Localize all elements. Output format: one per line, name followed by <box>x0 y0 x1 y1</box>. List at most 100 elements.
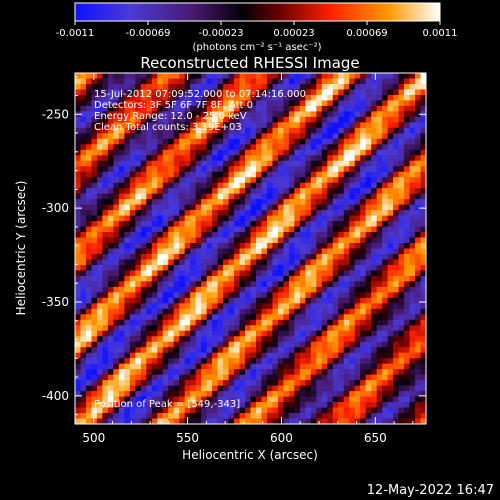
heatmap-cell <box>206 347 213 354</box>
heatmap-cell <box>327 243 334 250</box>
heatmap-cell <box>321 380 328 387</box>
heatmap-cell <box>228 204 235 211</box>
heatmap-cell <box>96 210 104 217</box>
heatmap-cell <box>250 402 257 409</box>
heatmap-cell <box>310 385 317 392</box>
heatmap-cell <box>283 243 290 250</box>
heatmap-cell <box>305 281 312 288</box>
heatmap-cell <box>173 182 180 189</box>
heatmap-cell <box>239 171 246 178</box>
heatmap-cell <box>162 73 169 80</box>
heatmap-cell <box>398 369 405 376</box>
heatmap-cell <box>124 391 131 398</box>
heatmap-cell <box>157 259 164 266</box>
heatmap-cell <box>228 308 235 315</box>
heatmap-cell <box>124 116 131 123</box>
heatmap-cell <box>255 286 263 293</box>
heatmap-cell <box>332 160 339 167</box>
heatmap-cell <box>354 319 361 326</box>
heatmap-cell <box>96 89 104 96</box>
heatmap-cell <box>85 308 93 315</box>
heatmap-cell <box>316 402 323 409</box>
heatmap-cell <box>409 105 416 112</box>
heatmap-cell <box>354 286 361 293</box>
heatmap-cell <box>184 358 191 365</box>
heatmap-cell <box>245 380 252 387</box>
heatmap-cell <box>239 297 246 304</box>
heatmap-cell <box>404 237 411 244</box>
heatmap-cell <box>398 171 405 178</box>
heatmap-cell <box>398 391 405 398</box>
heatmap-cell <box>201 407 208 414</box>
heatmap-cell <box>102 374 109 381</box>
heatmap-cell <box>261 171 268 178</box>
heatmap-cell <box>288 232 295 239</box>
heatmap-cell <box>195 73 202 80</box>
heatmap-cell <box>332 275 339 283</box>
heatmap-cell <box>234 402 241 409</box>
heatmap-cell <box>190 347 197 354</box>
heatmap-cell <box>354 248 361 255</box>
heatmap-cell <box>135 138 142 145</box>
heatmap-cell <box>404 275 411 283</box>
heatmap-cell <box>415 380 422 387</box>
heatmap-cell <box>118 363 125 370</box>
heatmap-cell <box>80 253 87 261</box>
heatmap-cell <box>146 105 153 112</box>
heatmap-cell <box>387 402 394 409</box>
heatmap-cell <box>376 94 383 102</box>
heatmap-cell <box>404 144 411 151</box>
heatmap-cell <box>387 166 394 173</box>
heatmap-cell <box>223 94 230 102</box>
heatmap-cell <box>250 418 257 424</box>
heatmap-cell <box>162 160 169 167</box>
heatmap-cell <box>118 264 125 272</box>
heatmap-cell <box>168 270 175 277</box>
heatmap-cell <box>299 155 306 162</box>
heatmap-cell <box>206 138 213 145</box>
heatmap-cell <box>343 73 350 80</box>
heatmap-cell <box>212 341 219 348</box>
heatmap-cell <box>305 94 312 102</box>
heatmap-cell <box>85 144 93 151</box>
heatmap-cell <box>343 259 350 266</box>
heatmap-cell <box>371 363 378 370</box>
heatmap-cell <box>250 253 257 261</box>
heatmap-cell <box>277 391 285 398</box>
heatmap-cell <box>294 314 301 321</box>
heatmap-cell <box>75 149 82 156</box>
heatmap-cell <box>277 100 285 107</box>
heatmap-cell <box>140 127 147 134</box>
heatmap-cell <box>316 215 323 222</box>
heatmap-cell <box>151 352 158 359</box>
heatmap-cell <box>299 149 306 156</box>
heatmap-cell <box>277 308 285 315</box>
heatmap-cell <box>245 133 252 140</box>
heatmap-cell <box>223 89 230 96</box>
heatmap-cell <box>321 264 328 272</box>
heatmap-cell <box>387 363 394 370</box>
heatmap-cell <box>75 259 82 266</box>
heatmap-cell <box>288 286 295 293</box>
heatmap-cell <box>343 314 350 321</box>
heatmap-cell <box>316 336 323 343</box>
heatmap-cell <box>277 193 285 200</box>
heatmap-cell <box>294 369 301 376</box>
heatmap-cell <box>299 396 306 403</box>
heatmap-cell <box>365 418 372 424</box>
heatmap-cell <box>239 215 246 222</box>
heatmap-cell <box>305 105 312 112</box>
heatmap-cell <box>135 73 142 80</box>
heatmap-cell <box>371 385 378 392</box>
heatmap-cell <box>398 413 405 420</box>
heatmap-cell <box>206 380 213 387</box>
heatmap-cell <box>266 352 274 359</box>
heatmap-cell <box>299 297 306 304</box>
annotation-block: 15-Jul-2012 07:09:52.000 to 07:14:16.000… <box>94 89 306 133</box>
heatmap-cell <box>107 281 114 288</box>
heatmap-cell <box>332 78 339 85</box>
heatmap-cell <box>146 144 153 151</box>
heatmap-cell <box>91 133 98 140</box>
heatmap-cell <box>294 391 301 398</box>
heatmap-cell <box>420 105 426 112</box>
